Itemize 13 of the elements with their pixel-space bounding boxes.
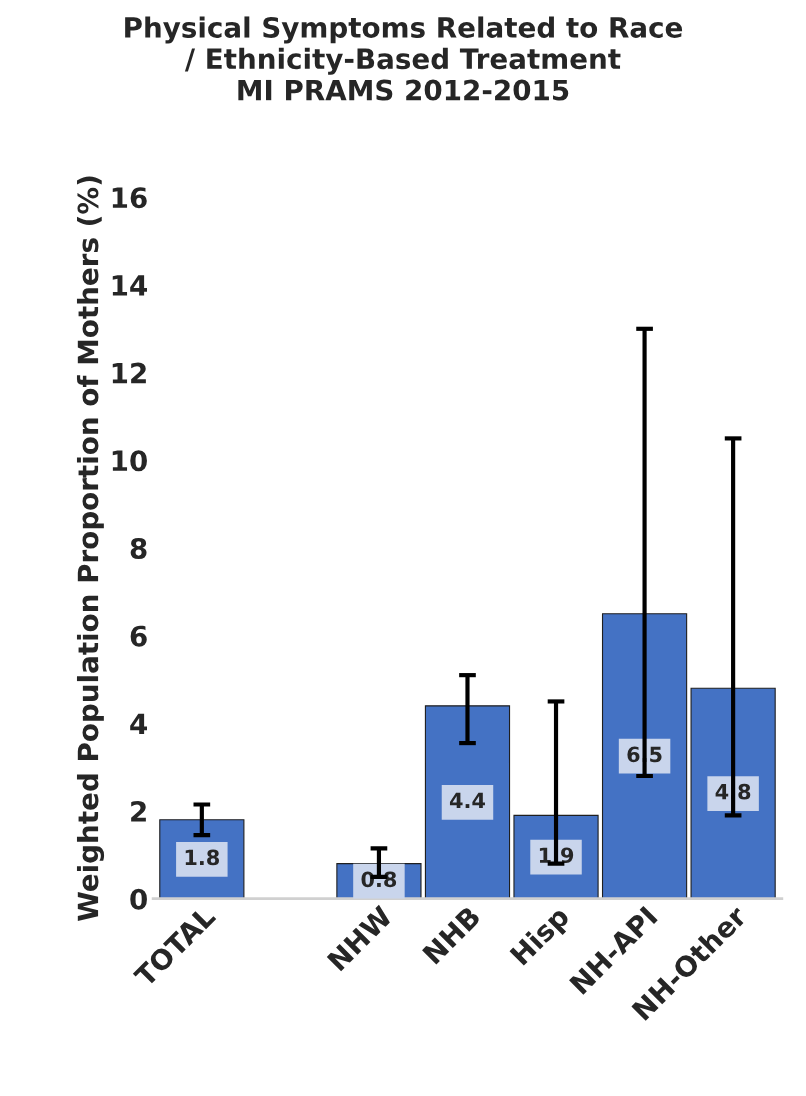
y-tick-label: 14: [112, 275, 147, 296]
y-tick-label: 10: [112, 450, 147, 472]
y-tick-label: 6: [130, 625, 147, 647]
y-tick-label: 16: [112, 187, 147, 209]
data-label: 4.4: [449, 792, 485, 809]
y-tick-label: 4: [130, 713, 147, 734]
y-axis-title: Weighted Population Proportion of Mothers (%): [76, 176, 105, 922]
y-tick-label: 2: [131, 800, 146, 822]
y-tick-label: 12: [112, 362, 146, 384]
y-tick-label: 8: [130, 537, 147, 559]
y-tick-label: 0: [130, 888, 147, 910]
data-label: 1.8: [185, 849, 219, 866]
chart-title: Physical Symptoms Related to Race / Ethnicity-Based Treatment MI PRAMS 2012-2015: [125, 16, 683, 101]
